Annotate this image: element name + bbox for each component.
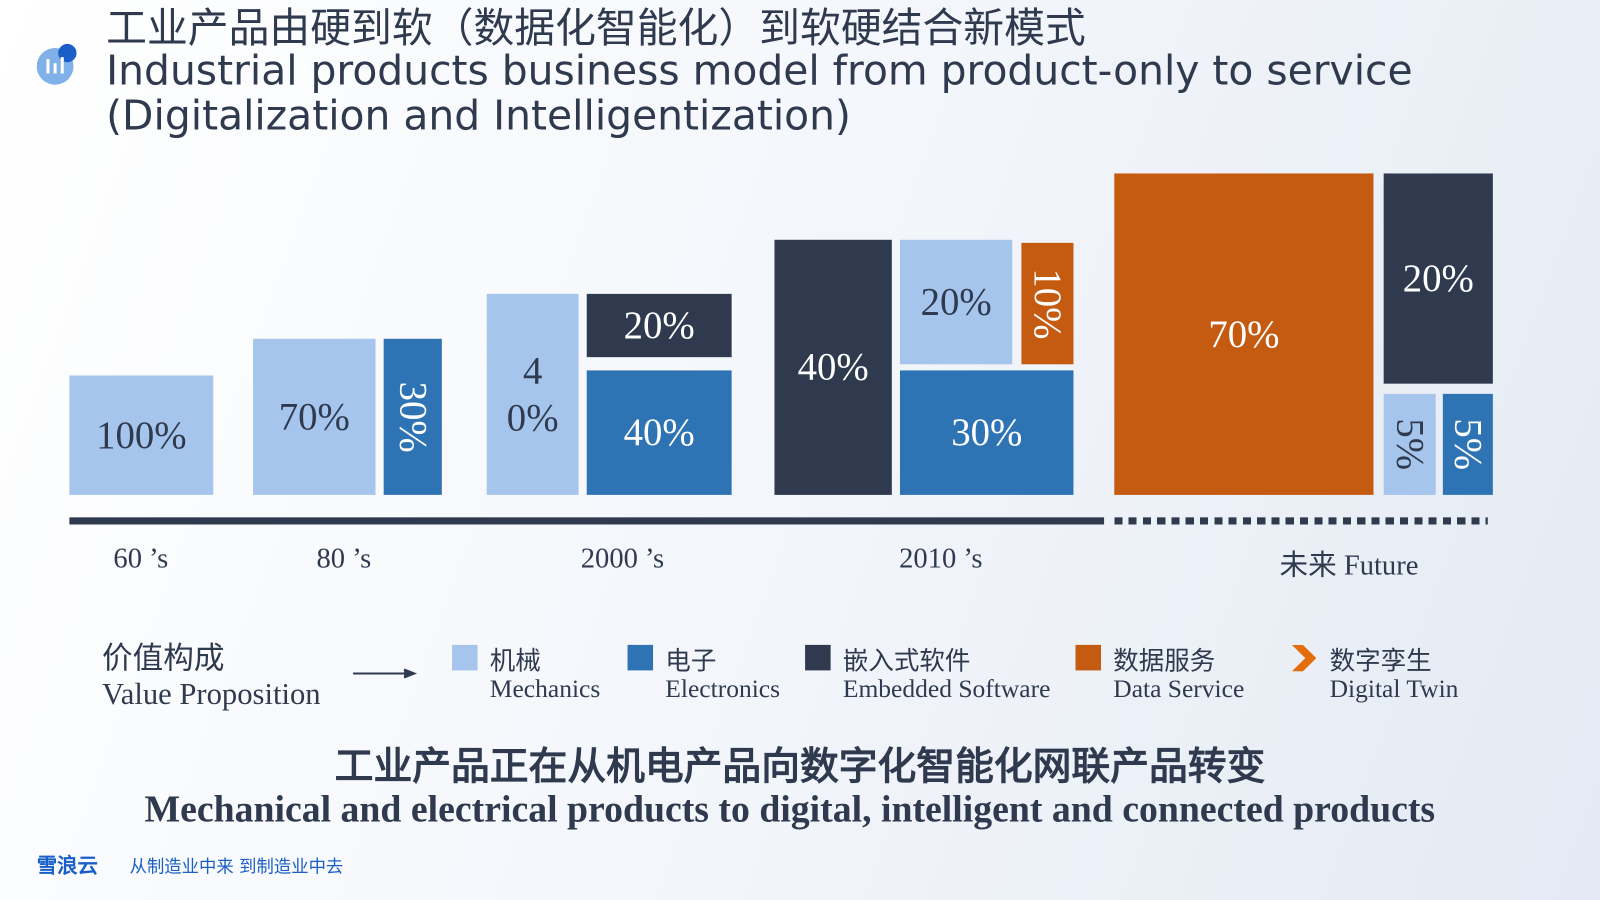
- value-block: 20%: [1383, 173, 1493, 384]
- value-block: 5%: [1442, 393, 1493, 495]
- legend-label-zh: 电子: [665, 645, 717, 676]
- value-block: 20%: [586, 293, 732, 358]
- value-block: 100%: [69, 375, 214, 495]
- period-label: 2010 ’s: [899, 542, 983, 575]
- period-label: 60 ’s: [113, 542, 169, 575]
- legend-label-zh: 数字孪生: [1329, 645, 1432, 676]
- axis-line: [69, 517, 1105, 525]
- legend-swatch: [1075, 644, 1102, 671]
- legend-chevron: [1291, 644, 1317, 672]
- value-block: 30%: [383, 338, 442, 495]
- summary-zh: 工业产品正在从机电产品向数字化智能化网联产品转变: [334, 743, 1266, 789]
- legend-label-en: Digital Twin: [1329, 675, 1459, 704]
- title-zh: 工业产品由硬到软（数据化智能化）到软硬结合新模式: [106, 5, 1086, 53]
- icon: [36, 43, 77, 85]
- title-en: (Digitalization and Intelligentization): [106, 92, 851, 140]
- summary-en: Mechanical and electrical products to di…: [144, 788, 1436, 831]
- arrow: [353, 668, 418, 679]
- legend-label-en: Embedded Software: [842, 675, 1051, 704]
- value-block: 30%: [899, 370, 1074, 495]
- legend-label-zh: 嵌入式软件: [842, 645, 971, 676]
- legend-swatch: [452, 644, 478, 671]
- legend-title-zh: 价值构成: [102, 640, 225, 677]
- legend-label-zh: 机械: [489, 645, 541, 676]
- legend-swatch: [805, 644, 831, 671]
- period-label: 80 ’s: [316, 542, 372, 575]
- value-block: 20%: [899, 239, 1013, 365]
- value-block: 70%: [1114, 173, 1374, 495]
- legend-label-en: Data Service: [1113, 675, 1245, 704]
- legend-label-en: Electronics: [665, 675, 781, 704]
- value-block: 40%: [774, 239, 892, 495]
- value-block: 10%: [1021, 242, 1074, 365]
- value-block: 70%: [253, 338, 376, 495]
- period-label: 2000 ’s: [580, 542, 665, 575]
- axis-line-dotted: [1114, 517, 1488, 525]
- period-label: 未来 Future: [1279, 549, 1419, 582]
- value-block: 5%: [1383, 393, 1436, 495]
- value-block: 40%: [486, 293, 579, 495]
- brand: 雪浪云: [36, 853, 98, 878]
- legend-label-en: Mechanics: [489, 675, 601, 704]
- legend-swatch: [627, 644, 654, 671]
- value-block: 40%: [586, 370, 732, 495]
- slogan: 从制造业中来 到制造业中去: [129, 857, 344, 878]
- legend-label-zh: 数据服务: [1113, 645, 1216, 676]
- title-en: Industrial products business model from …: [106, 47, 1413, 95]
- legend-title-en: Value Proposition: [102, 677, 321, 712]
